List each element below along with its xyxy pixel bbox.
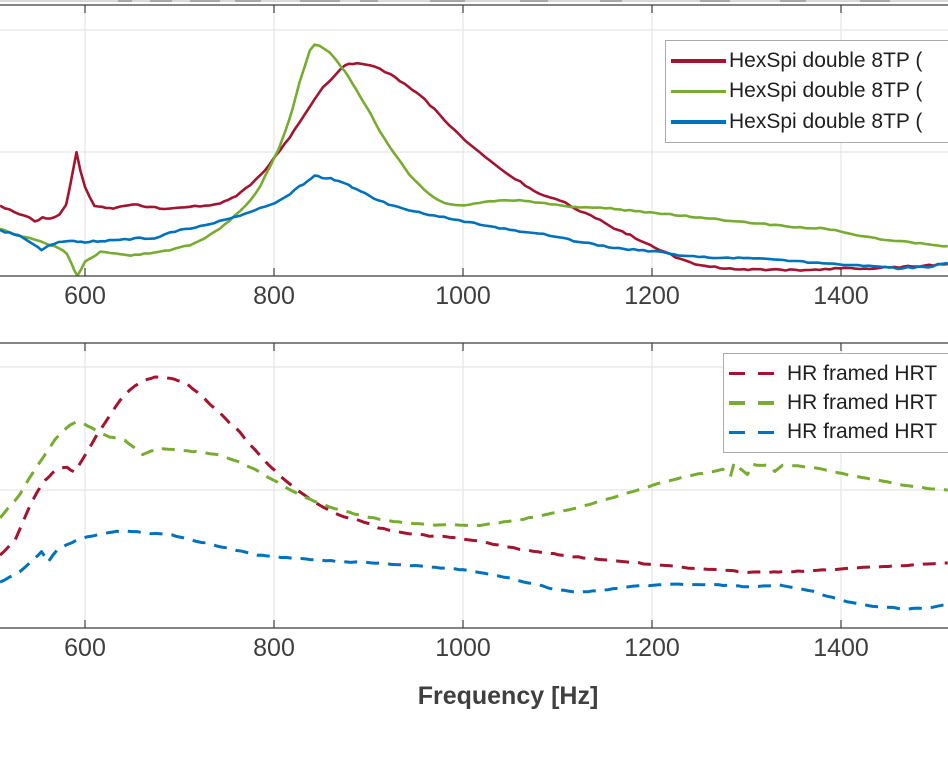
legend-dashed-line-sample (729, 430, 774, 435)
legend-item: HexSpi double 8TP ( (671, 79, 948, 103)
cropped-title-mark (600, 0, 622, 2)
legend-line-sample (671, 59, 726, 63)
x-tick-label-bottom: 800 (253, 634, 295, 662)
bottom-plot-curve-0 (0, 375, 948, 574)
legend-item: HexSpi double 8TP ( (671, 110, 948, 134)
legend-line-sample (671, 120, 726, 124)
cropped-title-mark (360, 0, 378, 2)
legend-item: HR framed HRT (729, 420, 948, 444)
cropped-title-mark (520, 0, 548, 2)
x-tick-label-top: 1200 (624, 282, 680, 310)
cropped-title-mark (860, 0, 890, 2)
bottom-plot-series-group (0, 375, 948, 611)
legend-top-plot: HexSpi double 8TP ( HexSpi double 8TP ( He… (665, 40, 948, 143)
x-axis-label: Frequency [Hz] (417, 682, 599, 710)
cropped-title-mark (190, 0, 220, 2)
cropped-title-mark (700, 0, 730, 2)
x-tick-label-bottom: 1400 (813, 634, 869, 662)
x-tick-label-top: 1000 (435, 282, 491, 310)
x-tick-label-top: 800 (253, 282, 295, 310)
top-plot-series-group (0, 43, 948, 276)
legend-label: HexSpi double 8TP ( (729, 109, 923, 133)
legend-dashed-line-sample (729, 401, 774, 405)
legend-dashed-line-sample (729, 371, 774, 376)
legend-line-sample (671, 89, 726, 94)
x-tick-label-bottom: 600 (64, 634, 106, 662)
cropped-title-mark (235, 0, 261, 2)
x-tick-label-top: 600 (64, 282, 106, 310)
legend-bottom-plot: HR framed HRT HR framed HRT HR framed HRT (723, 353, 948, 453)
bottom-plot-curve-1 (0, 420, 948, 528)
cropped-title-mark (118, 0, 132, 2)
cropped-title-mark (150, 0, 172, 2)
legend-label: HR framed HRT (787, 361, 938, 385)
legend-label: HexSpi double 8TP ( (729, 79, 923, 103)
cropped-title-mark (300, 0, 340, 2)
x-tick-label-bottom: 1000 (435, 634, 491, 662)
top-plot-curve-2 (0, 174, 948, 271)
legend-item: HexSpi double 8TP ( (671, 49, 948, 73)
bottom-plot-curve-2 (0, 529, 948, 611)
top-plot-curve-1 (0, 43, 948, 276)
top-plot-curve-0 (0, 61, 948, 272)
cropped-title-mark (780, 0, 806, 2)
x-tick-label-bottom: 1200 (624, 634, 680, 662)
cropped-title-mark (430, 0, 465, 2)
legend-label: HexSpi double 8TP ( (729, 49, 923, 73)
legend-item: HR framed HRT (729, 362, 948, 386)
cropped-title-band (0, 0, 948, 2)
legend-item: HR framed HRT (729, 391, 948, 415)
legend-label: HR framed HRT (787, 390, 938, 414)
x-tick-label-top: 1400 (813, 282, 869, 310)
legend-label: HR framed HRT (787, 420, 938, 444)
